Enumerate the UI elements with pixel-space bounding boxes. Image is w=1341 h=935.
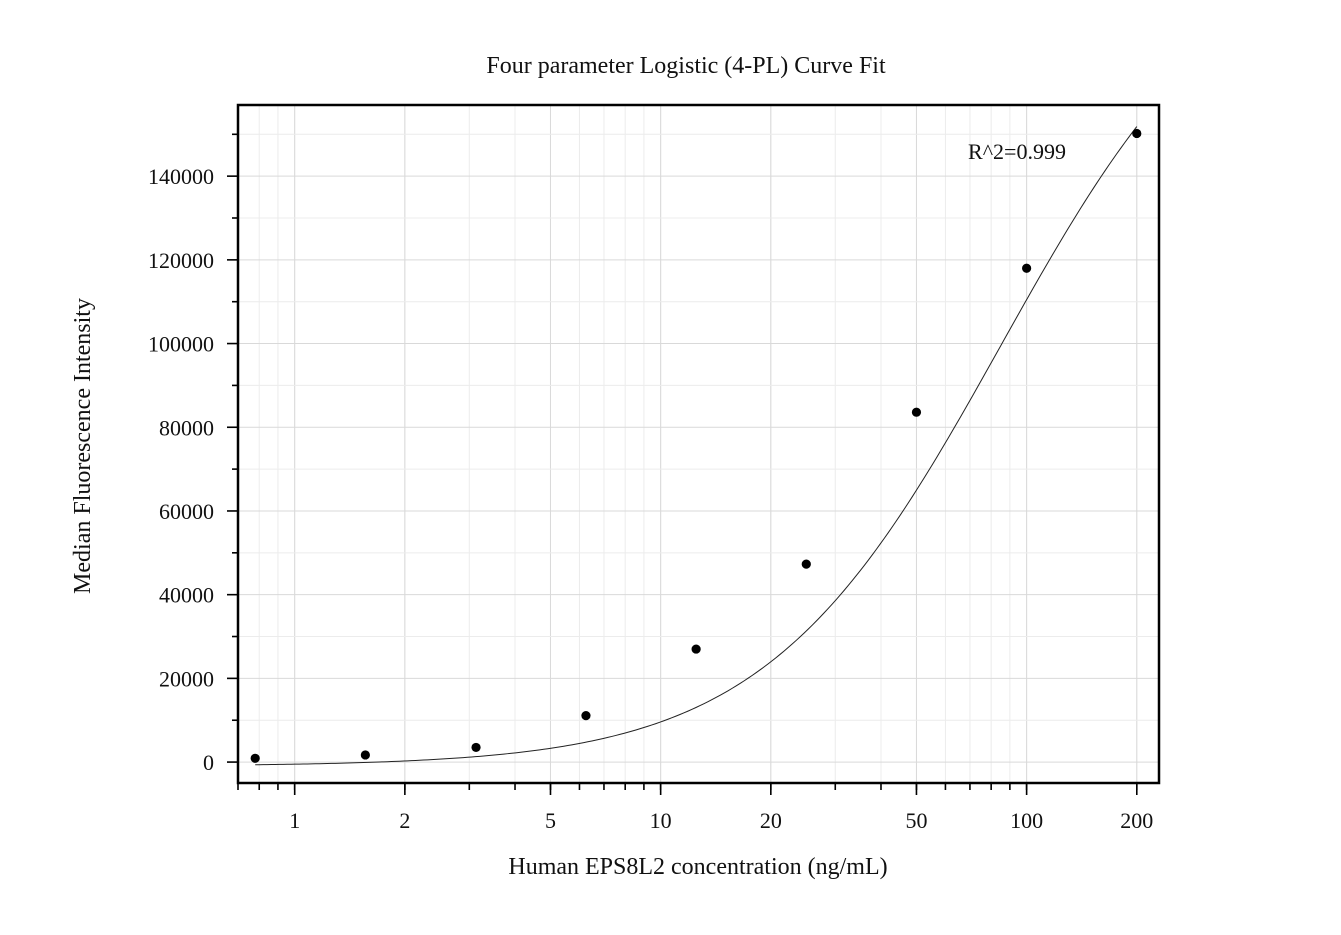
x-axis: 1 2 5 10 20 50 100 200 bbox=[237, 783, 1153, 833]
data-point bbox=[360, 750, 370, 760]
x-tick-label: 10 bbox=[650, 808, 672, 833]
y-tick-label: 0 bbox=[203, 750, 214, 775]
data-point bbox=[801, 559, 811, 569]
fit-curve-layer bbox=[255, 126, 1138, 766]
y-tick-label: 80000 bbox=[159, 415, 214, 440]
data-point bbox=[1022, 263, 1032, 273]
x-tick-label: 200 bbox=[1120, 808, 1153, 833]
y-tick-label: 100000 bbox=[148, 332, 214, 357]
x-tick-label: 100 bbox=[1010, 808, 1043, 833]
fit-curve bbox=[255, 126, 1138, 766]
y-tick-label: 20000 bbox=[159, 666, 214, 691]
y-tick-label: 60000 bbox=[159, 499, 214, 524]
plot-frame bbox=[236, 103, 1161, 785]
data-point bbox=[581, 711, 591, 721]
data-point bbox=[250, 753, 260, 763]
y-axis-label: Median Fluorescence Intensity bbox=[70, 298, 96, 594]
y-axis: 0 20000 40000 60000 80000 100000 120000 140000 bbox=[148, 133, 238, 775]
r-squared-annotation: R^2=0.999 bbox=[968, 139, 1066, 164]
x-tick-label: 2 bbox=[399, 808, 410, 833]
data-point bbox=[691, 644, 701, 654]
y-tick-label: 40000 bbox=[159, 583, 214, 608]
chart-title: Four parameter Logistic (4-PL) Curve Fit bbox=[486, 53, 886, 79]
grid bbox=[237, 105, 1159, 783]
x-axis-label: Human EPS8L2 concentration (ng/mL) bbox=[508, 854, 887, 880]
x-tick-label: 1 bbox=[289, 808, 300, 833]
data-points bbox=[250, 128, 1142, 763]
y-tick-label: 120000 bbox=[148, 248, 214, 273]
data-point bbox=[911, 407, 922, 417]
x-tick-label: 20 bbox=[760, 808, 782, 833]
x-tick-label: 5 bbox=[545, 808, 556, 833]
data-point bbox=[471, 742, 481, 753]
y-tick-label: 140000 bbox=[148, 164, 214, 189]
data-point bbox=[1132, 128, 1142, 139]
x-tick-label: 50 bbox=[905, 808, 927, 833]
